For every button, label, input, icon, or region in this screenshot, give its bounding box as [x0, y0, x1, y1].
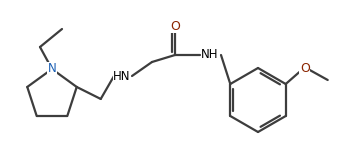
Text: O: O — [170, 20, 180, 33]
Text: O: O — [300, 63, 310, 75]
Text: NH: NH — [201, 48, 219, 62]
Text: N: N — [48, 63, 56, 75]
Text: HN: HN — [113, 69, 131, 82]
